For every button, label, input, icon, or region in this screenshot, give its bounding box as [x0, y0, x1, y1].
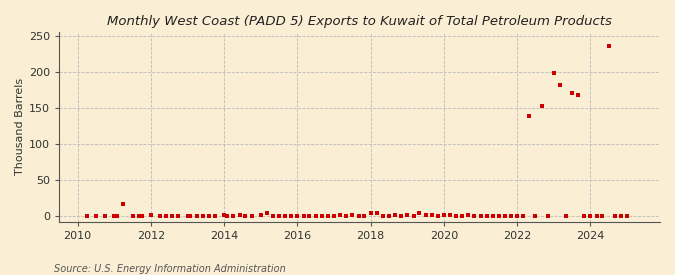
Point — [518, 214, 529, 218]
Point — [493, 214, 504, 218]
Point — [155, 214, 165, 218]
Point — [359, 214, 370, 218]
Point — [402, 212, 412, 217]
Point — [371, 211, 382, 215]
Point — [475, 214, 486, 218]
Point — [292, 214, 303, 218]
Point — [481, 214, 492, 218]
Point — [267, 214, 278, 218]
Point — [341, 214, 352, 218]
Point — [109, 214, 119, 218]
Point — [219, 212, 230, 217]
Point — [329, 214, 340, 218]
Point — [127, 214, 138, 218]
Point — [597, 214, 608, 218]
Point — [610, 214, 620, 218]
Point — [198, 214, 209, 218]
Point — [286, 214, 296, 218]
Point — [100, 214, 111, 218]
Point — [427, 212, 437, 217]
Point — [396, 214, 406, 218]
Point — [347, 212, 358, 217]
Point — [573, 92, 584, 97]
Point — [82, 214, 92, 218]
Point — [365, 211, 376, 215]
Point — [548, 71, 559, 75]
Point — [234, 212, 245, 217]
Point — [377, 214, 388, 218]
Point — [203, 214, 214, 218]
Point — [134, 214, 144, 218]
Point — [221, 214, 232, 218]
Point — [451, 214, 462, 218]
Point — [118, 202, 129, 207]
Point — [335, 212, 346, 217]
Point — [185, 214, 196, 218]
Point — [591, 214, 602, 218]
Point — [323, 214, 333, 218]
Point — [469, 214, 480, 218]
Point — [463, 212, 474, 217]
Point — [530, 214, 541, 218]
Point — [512, 214, 522, 218]
Point — [414, 211, 425, 215]
Point — [90, 214, 101, 218]
Point — [560, 214, 571, 218]
Point — [408, 214, 419, 218]
Point — [439, 212, 450, 217]
Point — [616, 214, 626, 218]
Point — [506, 214, 516, 218]
Point — [585, 214, 596, 218]
Point — [500, 214, 510, 218]
Point — [273, 214, 284, 218]
Point — [304, 214, 315, 218]
Point — [603, 43, 614, 48]
Point — [161, 214, 171, 218]
Point — [457, 214, 468, 218]
Point — [353, 214, 364, 218]
Point — [578, 214, 589, 218]
Point — [537, 104, 547, 108]
Point — [262, 211, 273, 215]
Point — [280, 214, 291, 218]
Point — [298, 214, 309, 218]
Point — [432, 214, 443, 218]
Point — [146, 212, 157, 217]
Point — [228, 214, 239, 218]
Point — [182, 214, 193, 218]
Point — [567, 91, 578, 95]
Text: Source: U.S. Energy Information Administration: Source: U.S. Energy Information Administ… — [54, 264, 286, 274]
Point — [555, 82, 566, 87]
Point — [167, 214, 178, 218]
Point — [317, 214, 327, 218]
Point — [136, 214, 147, 218]
Point — [255, 212, 266, 217]
Point — [383, 214, 394, 218]
Point — [622, 214, 632, 218]
Point — [389, 212, 400, 217]
Point — [209, 214, 220, 218]
Point — [524, 114, 535, 119]
Point — [191, 214, 202, 218]
Point — [173, 214, 184, 218]
Y-axis label: Thousand Barrels: Thousand Barrels — [15, 78, 25, 175]
Point — [240, 214, 251, 218]
Point — [542, 214, 553, 218]
Point — [112, 214, 123, 218]
Point — [445, 212, 456, 217]
Title: Monthly West Coast (PADD 5) Exports to Kuwait of Total Petroleum Products: Monthly West Coast (PADD 5) Exports to K… — [107, 15, 612, 28]
Point — [246, 214, 257, 218]
Point — [421, 212, 431, 217]
Point — [310, 214, 321, 218]
Point — [487, 214, 498, 218]
